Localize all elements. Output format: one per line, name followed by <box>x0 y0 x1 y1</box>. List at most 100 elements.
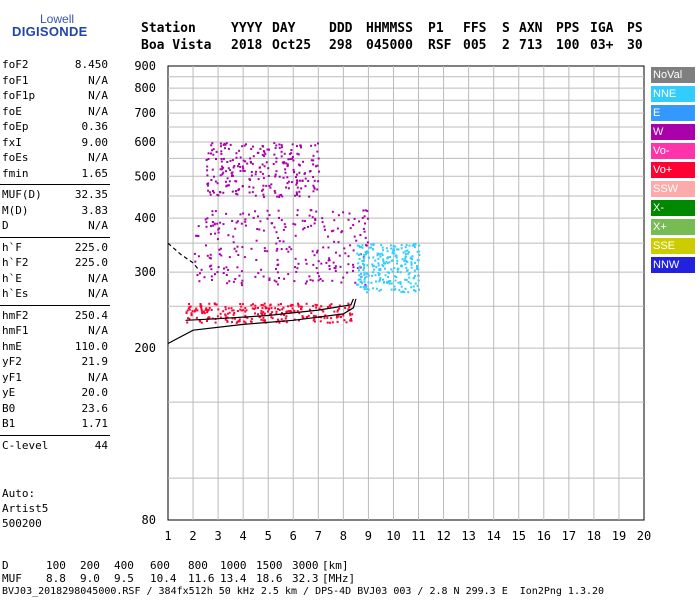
echo-point <box>304 258 307 261</box>
parameter-name: foEp <box>2 120 29 133</box>
echo-point <box>199 305 202 308</box>
echo-point <box>268 214 271 217</box>
echo-point <box>344 252 347 255</box>
echo-point <box>366 264 369 267</box>
echo-point <box>390 268 393 271</box>
echo-point <box>405 243 408 246</box>
echo-point <box>362 260 365 263</box>
echo-point <box>223 267 225 270</box>
echo-point <box>385 260 388 263</box>
echo-point <box>203 311 206 314</box>
echo-point <box>260 309 263 312</box>
echo-point <box>301 179 304 182</box>
echo-point <box>377 257 380 260</box>
echo-point <box>384 262 386 265</box>
echo-point <box>363 287 366 290</box>
echo-point <box>268 184 271 187</box>
echo-point <box>209 193 212 196</box>
echo-point <box>291 307 294 310</box>
echo-point <box>281 195 284 198</box>
echo-point <box>226 161 229 163</box>
echo-point <box>201 312 204 315</box>
echo-point <box>272 163 275 165</box>
echo-point <box>413 246 416 249</box>
echo-point <box>236 266 239 269</box>
echo-point <box>235 152 238 155</box>
parameter-value: N/A <box>88 104 108 118</box>
echo-point <box>380 252 383 255</box>
echo-point <box>314 144 317 147</box>
echo-point <box>409 282 412 285</box>
echo-point <box>336 320 339 323</box>
echo-point <box>224 318 227 321</box>
echo-point <box>225 170 227 173</box>
echo-point <box>243 144 246 147</box>
echo-point <box>325 261 328 264</box>
echo-point <box>274 147 277 150</box>
x-tick-label: 9 <box>365 529 372 543</box>
echo-point <box>230 307 233 310</box>
echo-point <box>309 209 312 212</box>
echo-point <box>311 216 314 219</box>
echo-point <box>297 163 300 166</box>
parameter-row: hmE 110.0 <box>2 340 108 354</box>
echo-point <box>418 288 420 291</box>
legend-item-w: W <box>651 124 695 140</box>
echo-point <box>336 310 339 313</box>
echo-point <box>295 191 298 194</box>
echo-point <box>335 251 337 254</box>
echo-point <box>295 176 297 179</box>
echo-point <box>363 256 366 259</box>
echo-point <box>297 302 299 305</box>
echo-point <box>261 172 264 175</box>
echo-point <box>263 165 266 168</box>
echo-point <box>275 242 278 245</box>
echo-point <box>333 219 336 222</box>
echo-point <box>313 186 316 189</box>
echo-point <box>273 279 276 282</box>
echo-point <box>237 254 240 256</box>
echo-point <box>317 260 320 263</box>
echo-point <box>305 316 308 318</box>
echo-point <box>226 282 229 285</box>
echo-point <box>400 247 403 250</box>
echo-point <box>264 319 266 322</box>
echo-cluster <box>356 243 421 294</box>
echo-point <box>333 310 336 313</box>
footer-value: 1500 <box>256 559 283 572</box>
echo-point <box>275 231 278 234</box>
parameter-value: N/A <box>88 324 108 337</box>
echo-point <box>267 308 270 311</box>
echo-point <box>305 280 308 283</box>
echo-point <box>404 253 407 256</box>
echo-point <box>410 266 413 269</box>
echo-point <box>359 286 362 288</box>
echo-point <box>393 285 396 288</box>
echo-point <box>357 283 360 286</box>
echo-point <box>266 217 269 220</box>
echo-point <box>231 321 233 324</box>
echo-point <box>403 291 406 294</box>
echo-point <box>206 169 209 172</box>
echo-point <box>337 214 340 217</box>
header-cell: Station <box>141 21 196 36</box>
echo-point <box>342 276 345 279</box>
echo-point <box>363 280 366 283</box>
echo-point <box>305 262 308 265</box>
echo-point <box>280 248 283 251</box>
echo-point <box>342 314 345 317</box>
echo-point <box>256 151 259 154</box>
echo-point <box>321 217 324 220</box>
echo-point <box>280 144 283 147</box>
echo-point <box>372 271 375 274</box>
echo-point <box>276 258 279 261</box>
header-cell: 2018 <box>231 38 263 53</box>
echo-point <box>356 244 359 247</box>
echo-point <box>315 210 318 213</box>
parameter-row: foF1 N/A <box>2 74 108 88</box>
echo-point <box>190 312 193 315</box>
echo-point <box>384 267 386 270</box>
echo-point <box>316 150 319 153</box>
echo-point <box>254 275 257 278</box>
echo-point <box>365 244 368 247</box>
